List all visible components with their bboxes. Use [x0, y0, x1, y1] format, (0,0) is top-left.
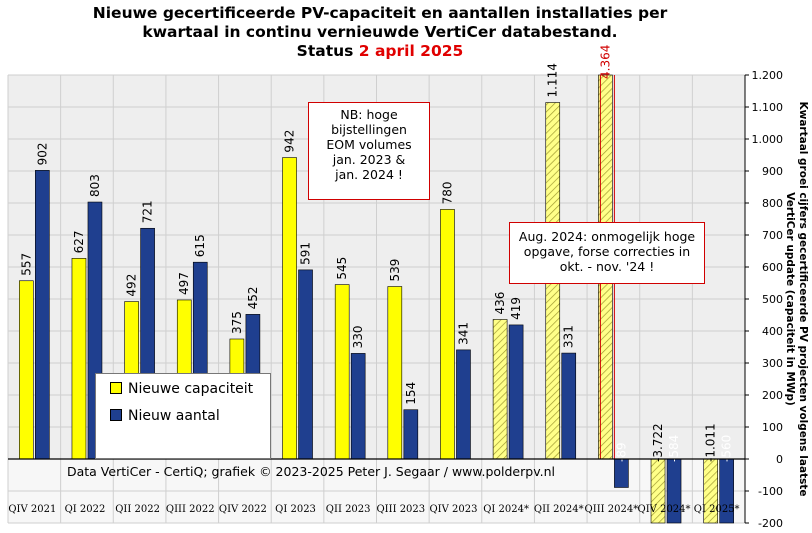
y-axis-label: Kwartaal groei cijfers gecertificeerde P…	[784, 101, 809, 497]
x-tick-label: QIV 2022	[219, 504, 267, 515]
y-tick-label: 400	[762, 325, 783, 338]
y-tick-label: 1.200	[752, 69, 784, 82]
bar-value-label-capacity: -1.011	[704, 423, 718, 462]
note-nb-line: NB: hoge	[340, 107, 398, 122]
bar-new-capacity	[387, 286, 403, 460]
x-tick-label: QI 2025*	[694, 504, 740, 515]
y-tick-label: 1.100	[752, 101, 784, 114]
y-tick-label: 900	[762, 165, 783, 178]
bar-value-label-count: 419	[509, 297, 523, 320]
note-aug-line: Aug. 2024: onmogelijk hoge	[518, 229, 696, 244]
legend-label-count: Nieuw aantal	[128, 408, 220, 424]
bar-value-label-count: -89	[614, 442, 628, 462]
bar-new-count	[614, 458, 629, 488]
bar-value-label-count: 331	[562, 325, 576, 348]
legend-label-capacity: Nieuwe capaciteit	[128, 381, 254, 397]
x-tick-label: QIII 2024*	[585, 504, 639, 515]
note-nb-line: bijstellingen	[331, 122, 407, 137]
bar-value-label-count: 615	[193, 234, 207, 257]
chart-legend: Nieuwe capaciteit Nieuw aantal	[95, 373, 271, 459]
y-tick-label: 0	[776, 453, 783, 466]
note-nb-line: jan. 2023 &	[332, 152, 406, 167]
bar-value-label-capacity: 539	[388, 259, 402, 282]
x-tick-label: QII 2023	[326, 504, 371, 515]
bar-new-count	[456, 349, 471, 460]
data-credit: Data VertiCer - CertiQ; grafiek © 2023-2…	[66, 464, 555, 479]
bar-value-label-capacity: 1.114	[546, 63, 560, 97]
x-tick-label: QI 2023	[275, 504, 316, 515]
bar-value-label-capacity: 557	[19, 253, 33, 276]
bar-new-count	[350, 353, 366, 460]
bar-new-capacity	[334, 284, 350, 460]
y-tick-label: 700	[762, 229, 783, 242]
bar-value-label-count: 591	[299, 242, 313, 265]
note-aug-line: opgave, forse correcties in	[523, 244, 691, 259]
y-tick-label: 100	[762, 421, 783, 434]
bar-new-count	[35, 170, 50, 460]
note-nb-line: jan. 2024 !	[335, 167, 403, 182]
bar-value-label-count: -584	[667, 435, 681, 462]
x-tick-label: QIII 2022	[166, 504, 215, 515]
bar-value-label-capacity: 545	[335, 257, 349, 280]
bar-new-count	[298, 269, 313, 460]
bar-value-label-count: 341	[456, 322, 470, 345]
legend-swatch-yellow	[110, 382, 122, 394]
bar-value-label-capacity: 627	[72, 230, 86, 253]
legend-item-capacity: Nieuwe capaciteit	[110, 381, 253, 397]
title-line-1: Nieuwe gecertificeerde PV-capaciteit en …	[92, 4, 668, 22]
bar-value-label-capacity: 492	[125, 274, 139, 297]
bar-new-capacity	[440, 209, 455, 460]
y-tick-label: 1.000	[752, 133, 784, 146]
bar-value-label-count: -560	[720, 435, 734, 462]
note-aug-line: okt. - nov. '24 !	[559, 259, 655, 274]
x-tick-label: QIII 2023	[376, 504, 425, 515]
bar-new-count	[561, 352, 577, 460]
bar-value-label-capacity: 4.364	[598, 45, 612, 79]
bar-value-label-count: 452	[246, 286, 260, 309]
bar-value-label-count: 330	[351, 325, 365, 348]
bar-value-label-count: 721	[141, 200, 155, 223]
chart-title: Nieuwe gecertificeerde PV-capaciteit en …	[0, 4, 760, 61]
title-line-3: Status 2 april 2025	[0, 42, 760, 61]
y-tick-label: 800	[762, 197, 783, 210]
bar-value-label-count: 803	[88, 174, 102, 197]
bar-new-capacity	[492, 319, 508, 460]
bar-value-label-capacity: 497	[177, 272, 191, 295]
bar-value-label-count: 902	[35, 142, 49, 165]
note-nb: NB: hoge bijstellingen EOM volumes jan. …	[308, 102, 430, 200]
legend-item-count: Nieuw aantal	[110, 408, 220, 424]
bar-value-label-capacity: 375	[230, 311, 244, 334]
x-tick-label: QIV 2021	[8, 504, 56, 515]
x-tick-label: QIV 2023	[429, 504, 477, 515]
x-tick-label: QII 2024*	[534, 504, 584, 515]
bar-new-count	[403, 409, 419, 460]
note-aug: Aug. 2024: onmogelijk hoge opgave, forse…	[509, 222, 705, 284]
bar-value-label-capacity: -3.722	[651, 423, 665, 462]
x-tick-label: QIV 2024*	[638, 504, 691, 515]
x-tick-label: QI 2024*	[483, 504, 529, 515]
y-tick-label: 600	[762, 261, 783, 274]
x-tick-label: QII 2022	[115, 504, 160, 515]
note-nb-line: EOM volumes	[326, 137, 412, 152]
status-label: Status	[296, 42, 354, 60]
bar-value-label-capacity: 436	[493, 292, 507, 315]
bar-new-capacity	[282, 157, 297, 460]
bar-value-label-capacity: 942	[283, 130, 297, 153]
bar-new-capacity	[19, 280, 34, 460]
y-tick-label: 200	[762, 389, 783, 402]
y-tick-label: -200	[758, 517, 783, 530]
x-tick-label: QI 2022	[65, 504, 106, 515]
bar-new-capacity	[71, 258, 87, 460]
legend-swatch-blue	[110, 409, 122, 421]
y-tick-label: 300	[762, 357, 783, 370]
y-tick-label: -100	[758, 485, 783, 498]
y-tick-label: 500	[762, 293, 783, 306]
title-line-2: kwartaal in continu vernieuwde VertiCer …	[142, 23, 618, 41]
bar-value-label-capacity: 780	[440, 181, 454, 204]
bar-value-label-count: 154	[404, 382, 418, 405]
status-date: 2 april 2025	[358, 42, 464, 60]
bar-new-count	[508, 324, 524, 460]
